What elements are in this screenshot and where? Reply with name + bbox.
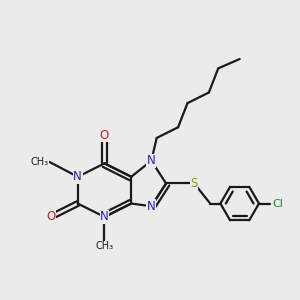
Text: N: N: [147, 200, 156, 213]
Text: N: N: [74, 170, 82, 183]
Text: O: O: [100, 129, 109, 142]
Text: CH₃: CH₃: [30, 157, 48, 167]
Text: S: S: [190, 177, 198, 190]
Text: O: O: [46, 210, 56, 224]
Text: CH₃: CH₃: [95, 242, 114, 251]
Text: N: N: [100, 210, 109, 224]
Text: N: N: [147, 154, 156, 167]
Text: Cl: Cl: [272, 199, 283, 208]
